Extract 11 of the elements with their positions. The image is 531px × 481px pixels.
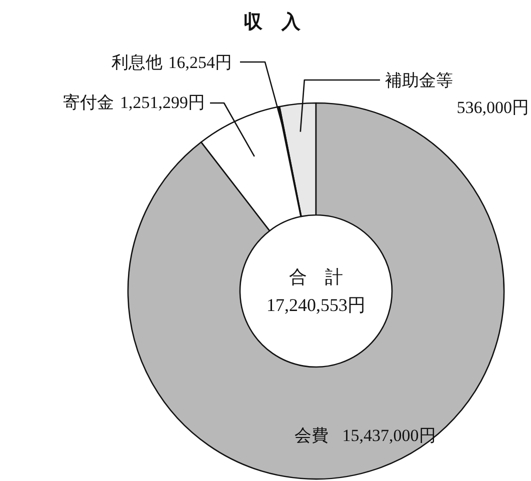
data-label: 536,000円 bbox=[456, 98, 529, 117]
data-label: 1,251,299円 bbox=[120, 93, 205, 112]
slice-label: 寄付金 bbox=[63, 93, 114, 112]
text: 合 計 bbox=[289, 267, 343, 287]
slice-label: 補助金等 bbox=[385, 71, 453, 90]
chart-title: 収 入 bbox=[244, 11, 302, 33]
slice-label: 会費 bbox=[294, 426, 328, 445]
slice-label: 利息他 bbox=[111, 53, 162, 72]
text: 17,240,553円 bbox=[266, 295, 366, 315]
data-label: 15,437,000円 bbox=[342, 426, 436, 445]
data-label: 16,254円 bbox=[168, 53, 232, 72]
